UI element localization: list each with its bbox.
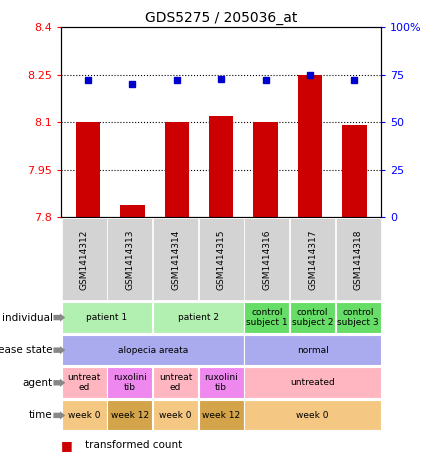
Text: normal: normal xyxy=(297,346,328,355)
Text: GSM1414318: GSM1414318 xyxy=(354,229,363,289)
Bar xyxy=(120,205,145,217)
Text: ruxolini
tib: ruxolini tib xyxy=(113,373,147,392)
Text: GSM1414315: GSM1414315 xyxy=(217,229,226,289)
Bar xyxy=(165,122,189,217)
Text: patient 1: patient 1 xyxy=(86,313,127,322)
Text: untreat
ed: untreat ed xyxy=(159,373,192,392)
Text: control
subject 1: control subject 1 xyxy=(246,308,288,327)
Text: patient 2: patient 2 xyxy=(178,313,219,322)
Text: week 12: week 12 xyxy=(111,411,149,420)
Text: individual: individual xyxy=(2,313,53,323)
Text: GSM1414317: GSM1414317 xyxy=(308,229,317,289)
Text: GSM1414313: GSM1414313 xyxy=(125,229,134,289)
Title: GDS5275 / 205036_at: GDS5275 / 205036_at xyxy=(145,11,297,25)
Text: GSM1414314: GSM1414314 xyxy=(171,229,180,289)
Text: week 12: week 12 xyxy=(202,411,240,420)
Text: time: time xyxy=(29,410,53,420)
Text: GSM1414316: GSM1414316 xyxy=(262,229,272,289)
Bar xyxy=(76,122,100,217)
Text: disease state: disease state xyxy=(0,345,53,355)
Text: week 0: week 0 xyxy=(296,411,329,420)
Bar xyxy=(254,122,278,217)
Text: transformed count: transformed count xyxy=(85,440,183,450)
Text: week 0: week 0 xyxy=(159,411,192,420)
Text: agent: agent xyxy=(22,378,53,388)
Bar xyxy=(298,75,322,217)
Bar xyxy=(342,125,367,217)
Text: week 0: week 0 xyxy=(68,411,100,420)
Text: control
subject 2: control subject 2 xyxy=(292,308,333,327)
Text: control
subject 3: control subject 3 xyxy=(337,308,379,327)
Text: ■: ■ xyxy=(61,439,73,452)
Text: alopecia areata: alopecia areata xyxy=(117,346,188,355)
Text: untreated: untreated xyxy=(290,378,335,387)
Bar xyxy=(209,116,233,217)
Text: ruxolini
tib: ruxolini tib xyxy=(204,373,238,392)
Text: untreat
ed: untreat ed xyxy=(67,373,101,392)
Text: GSM1414312: GSM1414312 xyxy=(80,229,88,289)
